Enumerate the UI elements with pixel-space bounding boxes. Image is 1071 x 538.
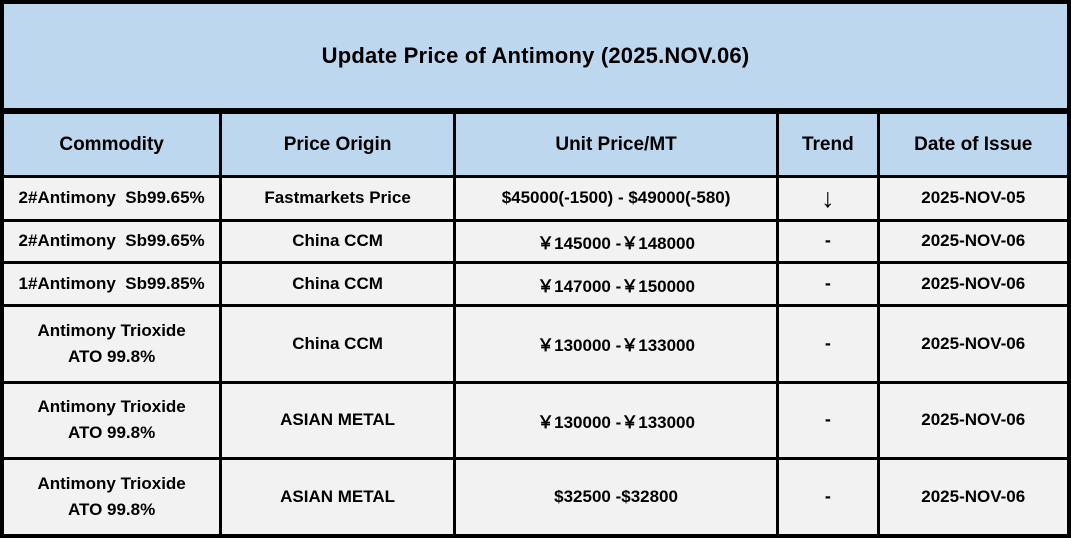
no-change-dash: - [824, 486, 831, 507]
unit-price-cell: ￥147000 -￥150000 [452, 261, 780, 308]
unit-price-cell: $32500 -$32800 [452, 457, 780, 538]
date-cell: 2025-NOV-06 [876, 380, 1071, 461]
unit-price-cell: ￥145000 -￥148000 [452, 218, 780, 265]
no-change-dash: - [824, 332, 831, 353]
trend-cell: - [776, 457, 880, 538]
page-title: Update Price of Antimony (2025.NOV.06) [0, 0, 1071, 111]
date-cell: 2025-NOV-06 [876, 457, 1071, 538]
column-header-unit-price: Unit Price/MT [452, 111, 780, 178]
price-origin-cell: Fastmarkets Price [219, 175, 456, 222]
date-cell: 2025-NOV-06 [876, 261, 1071, 308]
date-cell: 2025-NOV-06 [876, 304, 1071, 384]
price-table: Commodity Price Origin Unit Price/MT Tre… [0, 111, 1071, 538]
date-cell: 2025-NOV-05 [876, 175, 1071, 222]
table-row: Antimony Trioxide ATO 99.8% ASIAN METAL … [0, 457, 1071, 538]
column-header-trend: Trend [776, 111, 880, 178]
commodity-cell: 2#Antimony Sb99.65% [0, 175, 223, 222]
trend-cell: - [776, 261, 880, 308]
trend-cell: - [776, 380, 880, 461]
trend-cell: - [776, 218, 880, 265]
no-change-dash: - [824, 273, 831, 294]
commodity-cell: Antimony Trioxide ATO 99.8% [0, 380, 223, 461]
price-origin-cell: China CCM [219, 261, 456, 308]
commodity-cell: 1#Antimony Sb99.85% [0, 261, 223, 308]
unit-price-cell: $45000(-1500) - $49000(-580) [452, 175, 780, 222]
price-origin-cell: China CCM [219, 218, 456, 265]
table-row: 2#Antimony Sb99.65% Fastmarkets Price $4… [0, 175, 1071, 222]
commodity-cell: Antimony Trioxide ATO 99.8% [0, 457, 223, 538]
price-origin-cell: ASIAN METAL [219, 457, 456, 538]
unit-price-cell: ￥130000 -￥133000 [452, 380, 780, 461]
date-cell: 2025-NOV-06 [876, 218, 1071, 265]
no-change-dash: - [824, 409, 831, 430]
commodity-cell: Antimony Trioxide ATO 99.8% [0, 304, 223, 384]
commodity-cell: 2#Antimony Sb99.65% [0, 218, 223, 265]
no-change-dash: - [824, 230, 831, 251]
unit-price-cell: ￥130000 -￥133000 [452, 304, 780, 384]
column-header-price-origin: Price Origin [219, 111, 456, 178]
table-row: Antimony Trioxide ATO 99.8% China CCM ￥1… [0, 304, 1071, 384]
price-origin-cell: ASIAN METAL [219, 380, 456, 461]
down-arrow-icon: ↓ [821, 182, 835, 213]
column-header-date-of-issue: Date of Issue [876, 111, 1071, 178]
trend-cell: ↓ [776, 175, 880, 222]
table-row: Antimony Trioxide ATO 99.8% ASIAN METAL … [0, 380, 1071, 461]
price-origin-cell: China CCM [219, 304, 456, 384]
table-row: 1#Antimony Sb99.85% China CCM ￥147000 -￥… [0, 261, 1071, 308]
trend-cell: - [776, 304, 880, 384]
table-row: 2#Antimony Sb99.65% China CCM ￥145000 -￥… [0, 218, 1071, 265]
header-row: Commodity Price Origin Unit Price/MT Tre… [0, 111, 1071, 178]
column-header-commodity: Commodity [0, 111, 223, 178]
